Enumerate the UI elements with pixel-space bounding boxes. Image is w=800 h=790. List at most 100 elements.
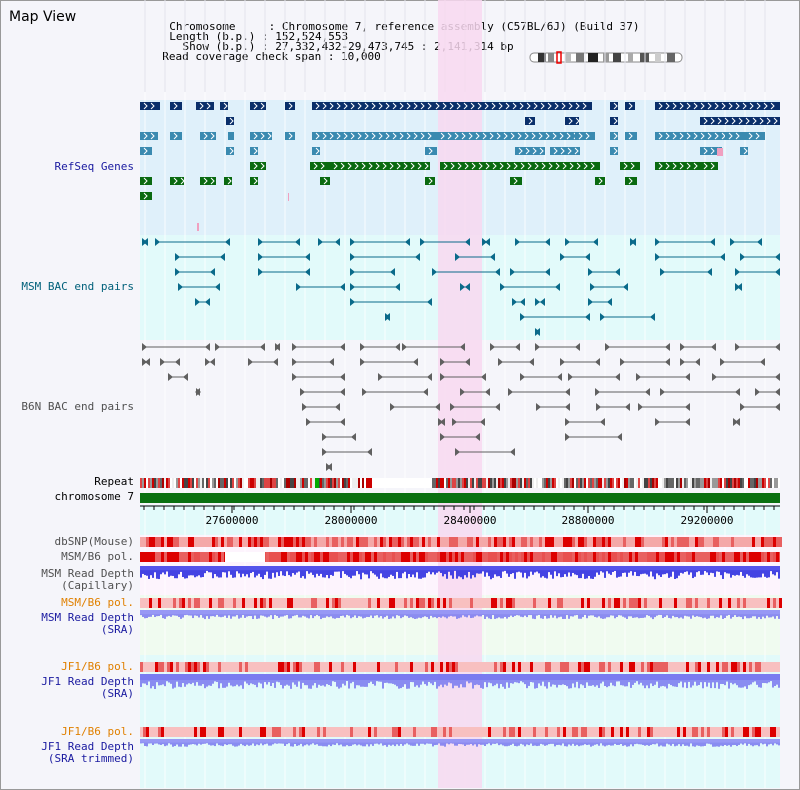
- gene-strand-arrow: [770, 102, 775, 110]
- depth-bar: [184, 739, 186, 747]
- gene-strand-arrow: [575, 117, 580, 125]
- msm-bac-pair-end: [405, 238, 410, 246]
- polymorphism-mark: [764, 537, 767, 547]
- polymorphism-mark: [608, 552, 611, 562]
- depth-bar: [178, 674, 180, 687]
- polymorphism-mark: [779, 598, 782, 608]
- repeat-element: [194, 478, 196, 488]
- depth-bar: [714, 674, 716, 689]
- polymorphism-mark: [617, 598, 620, 608]
- polymorphism-mark: [212, 537, 215, 547]
- msm-bac-pair-end: [740, 253, 745, 261]
- msm-bac-pair-end: [515, 238, 520, 246]
- polymorphism-mark: [770, 537, 773, 547]
- gene-strand-arrow: [320, 162, 325, 170]
- b6n-bac-pair-end: [335, 403, 340, 411]
- polymorphism-mark: [698, 552, 701, 562]
- repeat-element: [444, 478, 446, 488]
- polymorphism-mark: [770, 727, 773, 737]
- polymorphism-mark: [233, 598, 236, 608]
- polymorphism-mark: [188, 537, 191, 547]
- depth-bar: [460, 566, 462, 578]
- polymorphism-mark: [218, 598, 221, 608]
- depth-bar: [258, 610, 260, 619]
- repeat-element: [734, 478, 736, 488]
- repeat-element: [196, 478, 198, 488]
- gene-strand-arrow: [491, 102, 496, 110]
- repeat-element: [570, 478, 572, 488]
- repeat-element: [242, 478, 244, 488]
- gene-strand-arrow: [707, 132, 712, 140]
- gene-strand-arrow: [406, 132, 411, 140]
- gene-strand-arrow: [354, 162, 359, 170]
- polymorphism-mark: [731, 662, 734, 672]
- polymorphism-mark: [356, 552, 359, 562]
- depth-bar: [566, 674, 568, 687]
- gene-strand-arrow: [672, 162, 677, 170]
- polymorphism-mark: [725, 727, 728, 737]
- polymorphism-mark: [530, 662, 533, 672]
- polymorphism-mark: [317, 552, 320, 562]
- depth-bar: [414, 610, 416, 619]
- polymorphism-mark: [746, 552, 749, 562]
- b6n-bac-pair-end: [427, 373, 432, 381]
- repeat-element: [218, 478, 220, 488]
- polymorphism-mark: [584, 537, 587, 547]
- polymorphism-mark: [587, 552, 590, 562]
- depth-bar: [174, 566, 176, 579]
- depth-bar: [544, 566, 546, 578]
- gene-strand-arrow: [585, 132, 590, 140]
- repeat-element: [586, 478, 588, 488]
- gene-strand-arrow: [143, 192, 148, 200]
- depth-bar: [624, 674, 626, 687]
- polymorphism-mark: [614, 598, 617, 608]
- repeat-element: [758, 478, 760, 488]
- polymorphism-mark: [281, 537, 284, 547]
- polymorphism-mark: [281, 662, 284, 672]
- polymorphism-mark: [665, 662, 668, 672]
- depth-bar: [398, 566, 400, 579]
- polymorphism-mark: [617, 552, 620, 562]
- polymorphism-mark: [692, 552, 695, 562]
- depth-bar: [718, 674, 720, 689]
- b6n-bac-pair-end: [413, 358, 418, 366]
- repeat-element: [770, 478, 772, 488]
- depth-bar: [458, 674, 460, 688]
- dbsnp-label: dbSNP(Mouse): [54, 535, 134, 548]
- polymorphism-mark: [455, 537, 458, 547]
- depth-bar: [652, 674, 654, 687]
- polymorphism-mark: [611, 727, 614, 737]
- gene-strand-arrow: [315, 132, 320, 140]
- msm-bac-pair-end: [535, 328, 540, 336]
- polymorphism-mark: [692, 727, 695, 737]
- b6n-bac-pair-end: [565, 388, 570, 396]
- depth-bar: [150, 674, 152, 689]
- b6n-bac-pair-end: [775, 343, 780, 351]
- repeat-element: [772, 478, 774, 488]
- polymorphism-mark: [683, 552, 686, 562]
- polymorphism-bar: [140, 662, 780, 672]
- depth-bar: [348, 566, 350, 577]
- depth-bar: [424, 566, 426, 578]
- depth-bar: [516, 739, 518, 747]
- gene-strand-arrow: [343, 132, 348, 140]
- polymorphism-mark: [752, 537, 755, 547]
- depth-bar: [288, 566, 290, 576]
- repeat-element: [716, 478, 718, 488]
- b6n-bac-pair-end: [560, 358, 565, 366]
- polymorphism-mark: [545, 537, 548, 547]
- polymorphism-mark: [686, 598, 689, 608]
- depth-bar: [728, 674, 730, 689]
- repeat-element: [306, 478, 308, 488]
- depth-bar: [366, 566, 368, 575]
- repeat-element: [292, 478, 294, 488]
- polymorphism-mark: [452, 662, 455, 672]
- depth-bar: [570, 566, 572, 577]
- repeat-element: [506, 478, 508, 488]
- polymorphism-mark: [680, 552, 683, 562]
- repeat-element: [474, 478, 476, 488]
- polymorphism-mark: [605, 552, 608, 562]
- repeat-element: [776, 478, 778, 488]
- b6n-bac-pair-end: [145, 358, 150, 366]
